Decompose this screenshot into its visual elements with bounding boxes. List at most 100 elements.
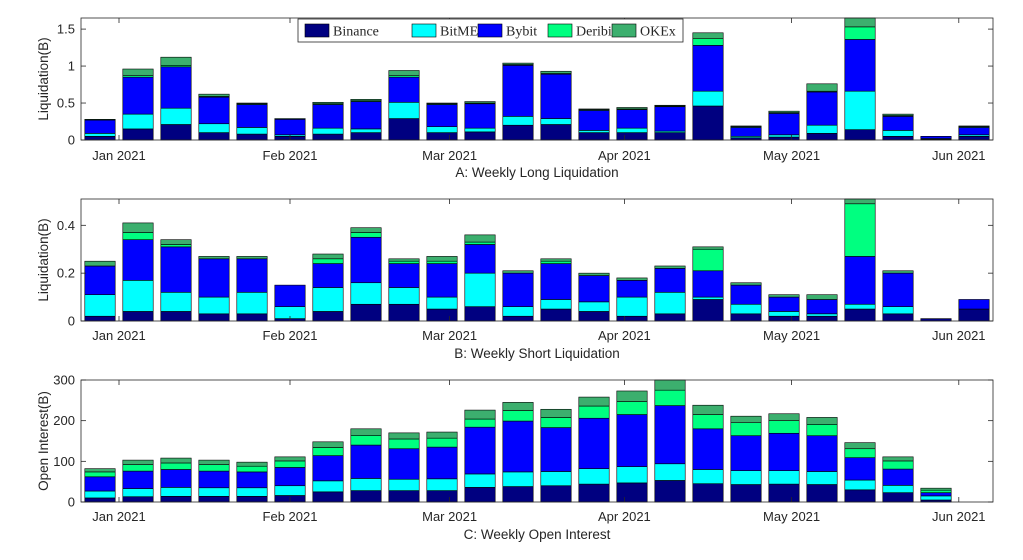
bar-okex-15	[616, 107, 648, 110]
bar-binance-10	[426, 132, 458, 141]
y-tick-label: 0	[68, 495, 75, 510]
bar-bybit-22	[882, 116, 914, 131]
bar-bybit-17	[692, 270, 724, 298]
bar-binance-10	[426, 490, 458, 503]
bar-okex-22	[882, 270, 914, 274]
bar-bybit-14	[578, 275, 610, 303]
bar-bybit-10	[426, 104, 458, 127]
y-axis-label: Liquidation(B)	[36, 218, 51, 301]
bar-deribit-6	[274, 460, 306, 468]
legend: Binance BitMEX Bybit Deribit OKEx	[297, 18, 684, 43]
bar-bitmex-21	[844, 303, 876, 310]
bar-binance-21	[844, 489, 876, 503]
bar-bitmex-5	[236, 487, 268, 497]
bar-binance-14	[578, 311, 610, 322]
bar-bitmex-16	[654, 291, 686, 315]
bar-okex-10	[426, 431, 458, 439]
bar-bitmex-19	[768, 311, 800, 317]
bar-binance-10	[426, 308, 458, 322]
bar-bybit-2	[122, 76, 154, 115]
bar-binance-22	[882, 492, 914, 503]
bar-bybit-22	[882, 468, 914, 486]
bar-bitmex-12	[502, 306, 534, 317]
bar-bybit-6	[274, 467, 306, 487]
bar-binance-8	[350, 132, 382, 141]
bar-bitmex-8	[350, 128, 382, 133]
bar-binance-14	[578, 483, 610, 503]
bar-bybit-14	[578, 417, 610, 469]
bar-bitmex-22	[882, 130, 914, 137]
x-tick-label: May 2021	[763, 148, 820, 163]
bar-binance-11	[464, 487, 496, 503]
bar-bybit-18	[730, 284, 762, 305]
bar-okex-1	[84, 468, 116, 473]
x-tick-label: Mar 2021	[422, 148, 477, 163]
bar-okex-4	[198, 256, 230, 260]
legend-label-deribit: Deribit	[576, 25, 616, 40]
bar-bybit-21	[844, 39, 876, 92]
bar-bybit-23	[920, 136, 952, 139]
bar-bybit-16	[654, 268, 686, 293]
panel-b: 0 0.2 0.4 Jan 2021 Feb 2021 Mar 2021 Apr 2021 M…	[36, 198, 994, 361]
bar-bybit-17	[692, 45, 724, 92]
x-tick-label: Mar 2021	[422, 509, 477, 524]
bar-binance-15	[616, 132, 648, 141]
bar-bitmex-20	[806, 313, 838, 317]
bar-okex-14	[578, 108, 610, 110]
bar-bitmex-8	[350, 478, 382, 491]
bar-binance-9	[388, 490, 420, 503]
y-tick-label: 0.4	[57, 218, 75, 233]
bar-bitmex-22	[882, 485, 914, 493]
bar-binance-1	[84, 136, 116, 141]
bar-binance-7	[312, 133, 344, 141]
y-tick-label: 0	[68, 314, 75, 329]
bar-deribit-4	[198, 464, 230, 472]
bar-bybit-22	[882, 272, 914, 307]
bar-okex-21	[844, 442, 876, 450]
bar-bitmex-10	[426, 478, 458, 491]
bar-deribit-23	[920, 489, 952, 493]
bar-binance-7	[312, 491, 344, 503]
bar-binance-20	[806, 315, 838, 322]
bar-bybit-3	[160, 469, 192, 488]
bar-bybit-5	[236, 258, 268, 293]
bar-bybit-10	[426, 263, 458, 298]
panel-title: B: Weekly Short Liquidation	[454, 346, 620, 361]
bar-bybit-17	[692, 428, 724, 470]
bar-okex-10	[426, 102, 458, 105]
bar-binance-2	[122, 128, 154, 141]
bar-deribit-10	[426, 437, 458, 448]
bar-bitmex-3	[160, 291, 192, 312]
bar-deribit-1	[84, 471, 116, 478]
bar-bybit-3	[160, 246, 192, 293]
bar-bybit-12	[502, 65, 534, 117]
x-tick-label: Feb 2021	[263, 509, 318, 524]
bar-binance-1	[84, 497, 116, 503]
bar-bitmex-4	[198, 296, 230, 315]
y-tick-label: 0.5	[57, 96, 75, 111]
bar-okex-13	[540, 70, 572, 74]
bar-bitmex-9	[388, 287, 420, 305]
panel-a: 0 0.5 1 1.5 Jan 2021 Feb 2021 Mar 2021 Apr 2021…	[36, 17, 994, 180]
x-tick-label: Apr 2021	[598, 148, 651, 163]
y-axis-label: Open Interest(B)	[36, 391, 51, 491]
bar-bybit-6	[274, 119, 306, 136]
legend-label-bybit: Bybit	[506, 25, 537, 40]
bar-bitmex-14	[578, 301, 610, 312]
bar-binance-8	[350, 490, 382, 503]
bar-okex-6	[274, 118, 306, 120]
bar-okex-12	[502, 270, 534, 274]
bar-bybit-23	[920, 492, 952, 497]
bar-binance-5	[236, 133, 268, 141]
bar-okex-13	[540, 408, 572, 418]
bar-okex-20	[806, 294, 838, 300]
axes-box	[80, 17, 994, 141]
y-tick-label: 1	[68, 59, 75, 74]
bar-bybit-14	[578, 110, 610, 131]
bar-bybit-13	[540, 263, 572, 300]
bar-deribit-8	[350, 435, 382, 446]
bar-binance-13	[540, 485, 572, 503]
bar-bitmex-8	[350, 282, 382, 305]
bar-binance-11	[464, 306, 496, 322]
bar-okex-23	[920, 487, 952, 491]
